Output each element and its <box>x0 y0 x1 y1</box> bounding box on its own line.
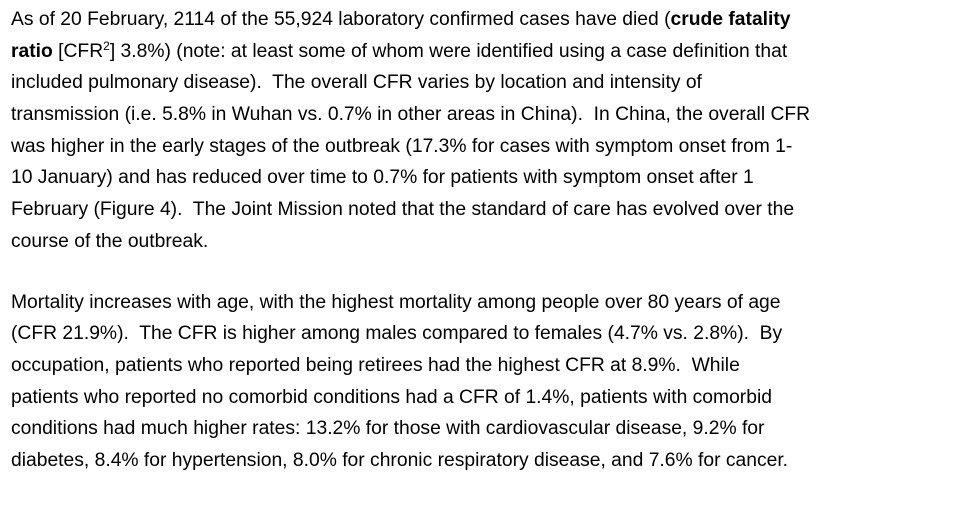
paragraph: Mortality increases with age, with the h… <box>11 287 969 477</box>
text-run: Mortality increases with age, with the h… <box>11 291 781 313</box>
superscript: 2 <box>103 38 110 53</box>
text-run: transmission (i.e. 5.8% in Wuhan vs. 0.7… <box>11 104 811 126</box>
text-run: February (Figure 4). The Joint Mission n… <box>11 199 795 221</box>
text-run: (CFR 21.9%). The CFR is higher among mal… <box>11 323 783 345</box>
text-run: course of the outbreak. <box>11 230 209 252</box>
text-run: As of 20 February, 2114 of the 55,924 la… <box>11 9 671 30</box>
bold-text: ratio <box>11 40 53 62</box>
text-line: included pulmonary disease). The overall… <box>11 67 969 99</box>
text-line: conditions had much higher rates: 13.2% … <box>11 413 969 445</box>
document: As of 20 February, 2114 of the 55,924 la… <box>11 4 969 506</box>
text-run: diabetes, 8.4% for hypertension, 8.0% fo… <box>11 449 789 471</box>
text-run: ] 3.8%) (note: at least some of whom wer… <box>109 40 788 62</box>
text-line: (CFR 21.9%). The CFR is higher among mal… <box>11 318 969 350</box>
text-line: ratio [CFR2] 3.8%) (note: at least some … <box>11 36 969 68</box>
text-line: February (Figure 4). The Joint Mission n… <box>11 194 969 226</box>
text-run: patients who reported no comorbid condit… <box>11 386 772 408</box>
text-run: occupation, patients who reported being … <box>11 354 740 376</box>
text-run: was higher in the early stages of the ou… <box>11 135 793 157</box>
text-run: conditions had much higher rates: 13.2% … <box>11 418 765 440</box>
text-line: 10 January) and has reduced over time to… <box>11 162 969 194</box>
text-line: patients who reported no comorbid condit… <box>11 382 969 414</box>
text-line: As of 20 February, 2114 of the 55,924 la… <box>11 4 969 36</box>
text-run: [CFR <box>52 40 104 62</box>
page: As of 20 February, 2114 of the 55,924 la… <box>11 9 811 471</box>
text-line: was higher in the early stages of the ou… <box>11 131 969 163</box>
paragraph: As of 20 February, 2114 of the 55,924 la… <box>11 4 969 258</box>
bold-text: crude fatality <box>670 9 791 30</box>
text-line: transmission (i.e. 5.8% in Wuhan vs. 0.7… <box>11 99 969 131</box>
text-line: Mortality increases with age, with the h… <box>11 287 969 319</box>
text-run: included pulmonary disease). The overall… <box>11 72 702 94</box>
text-run: 10 January) and has reduced over time to… <box>11 167 754 189</box>
text-line: course of the outbreak. <box>11 226 969 258</box>
text-line: diabetes, 8.4% for hypertension, 8.0% fo… <box>11 445 969 477</box>
text-line: occupation, patients who reported being … <box>11 350 969 382</box>
